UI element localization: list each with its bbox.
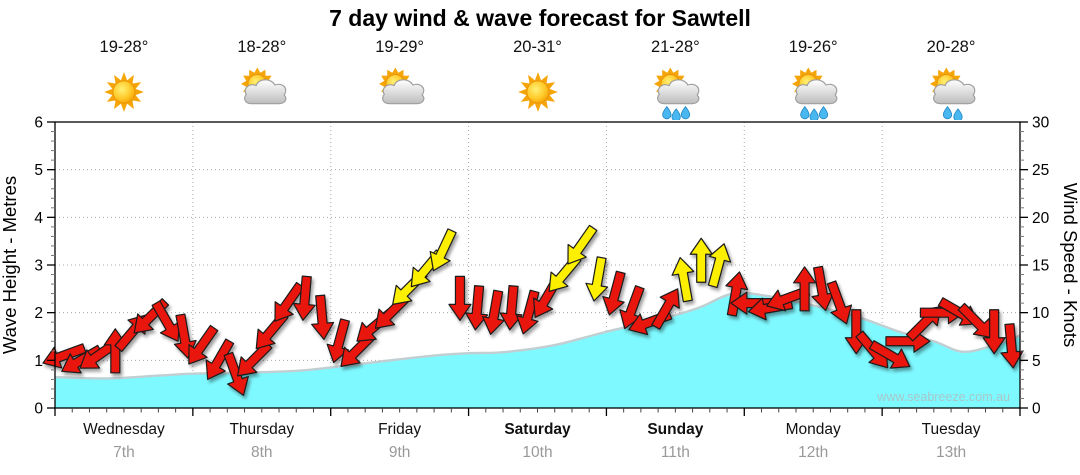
day-temp-range: 18-28° xyxy=(237,38,287,56)
left-axis-tick-label: 3 xyxy=(34,258,43,275)
wind-arrow xyxy=(567,224,598,265)
watermark: www.seabreeze.com.au xyxy=(876,390,1010,404)
wind-arrow xyxy=(707,243,732,289)
wind-arrow xyxy=(982,309,1006,355)
day-temp-range: 20-28° xyxy=(926,38,976,56)
left-axis-tick-label: 2 xyxy=(34,305,43,322)
left-axis-title: Wave Height - Metres xyxy=(0,176,20,354)
right-axis-tick-label: 20 xyxy=(1032,210,1050,227)
wind-arrow xyxy=(868,340,911,369)
right-axis-tick-label: 0 xyxy=(1032,401,1041,418)
weather-icon-partly-cloudy xyxy=(234,64,290,120)
wind-arrow xyxy=(725,271,749,317)
left-axis-tick-label: 6 xyxy=(34,115,43,132)
wind-arrow xyxy=(223,351,249,396)
day-date: 13th xyxy=(935,444,967,461)
weather-icon-showers xyxy=(647,64,703,122)
right-axis-tick-label: 25 xyxy=(1032,162,1049,179)
day-date: 8th xyxy=(251,444,273,461)
wind-arrow xyxy=(602,270,626,316)
wind-arrow xyxy=(292,275,316,321)
weather-icon-few-showers xyxy=(923,64,979,122)
wind-arrow xyxy=(205,338,235,380)
weather-icon-showers xyxy=(785,64,841,122)
wind-arrow xyxy=(792,266,817,312)
wind-arrow xyxy=(481,289,505,335)
day-name: Tuesday xyxy=(921,421,981,438)
wind-arrow xyxy=(465,284,489,331)
wind-arrow xyxy=(499,284,523,331)
day-name: Thursday xyxy=(229,421,295,438)
day-name: Saturday xyxy=(504,421,571,438)
wind-arrow xyxy=(448,275,472,321)
day-date: 7th xyxy=(113,444,135,461)
wind-arrow xyxy=(429,228,457,272)
wind-arrow xyxy=(671,257,695,303)
right-axis-tick-label: 10 xyxy=(1032,305,1050,322)
day-temp-range: 20-31° xyxy=(513,38,562,56)
left-axis-tick-label: 1 xyxy=(34,353,43,370)
weather-icon-sunny xyxy=(96,64,152,120)
left-axis-tick-label: 4 xyxy=(34,210,43,227)
wind-arrow xyxy=(188,324,219,365)
axis-ticks: 0 1 2 3 4 5 6 0 5 10 15 20 25 30 xyxy=(34,115,1049,418)
wind-arrows xyxy=(42,224,1024,396)
day-date: 10th xyxy=(522,444,553,461)
wind-arrow xyxy=(689,237,713,283)
day-name: Wednesday xyxy=(83,421,165,438)
wind-arrow xyxy=(311,294,335,340)
wind-arrow xyxy=(274,281,305,322)
page-title: 7 day wind & wave forecast for Sawtell xyxy=(329,5,751,31)
weather-icon-partly-cloudy xyxy=(372,64,428,120)
day-temp-range: 21-28° xyxy=(650,38,700,56)
wind-arrow xyxy=(826,280,853,325)
weather-icon-sunny xyxy=(510,64,566,120)
right-axis-tick-label: 15 xyxy=(1032,258,1049,275)
day-name: Friday xyxy=(378,421,422,438)
day-name: Monday xyxy=(785,421,841,438)
day-temp-range: 19-28° xyxy=(99,38,149,56)
wind-arrow xyxy=(585,256,609,302)
day-date: 9th xyxy=(388,444,411,461)
right-axis-tick-label: 30 xyxy=(1032,115,1050,132)
right-axis-title: Wind Speed - Knots xyxy=(1060,183,1080,348)
wind-arrow xyxy=(957,302,994,339)
day-temp-range: 19-26° xyxy=(788,38,838,56)
day-temp-range: 19-29° xyxy=(375,38,425,56)
day-date: 11th xyxy=(660,444,690,461)
day-name: Sunday xyxy=(647,421,704,438)
left-axis-tick-label: 5 xyxy=(34,162,43,179)
left-axis-tick-label: 0 xyxy=(34,401,43,418)
right-axis-tick-label: 5 xyxy=(1032,353,1041,370)
wind-arrow xyxy=(651,288,680,330)
day-date: 12th xyxy=(798,444,829,461)
